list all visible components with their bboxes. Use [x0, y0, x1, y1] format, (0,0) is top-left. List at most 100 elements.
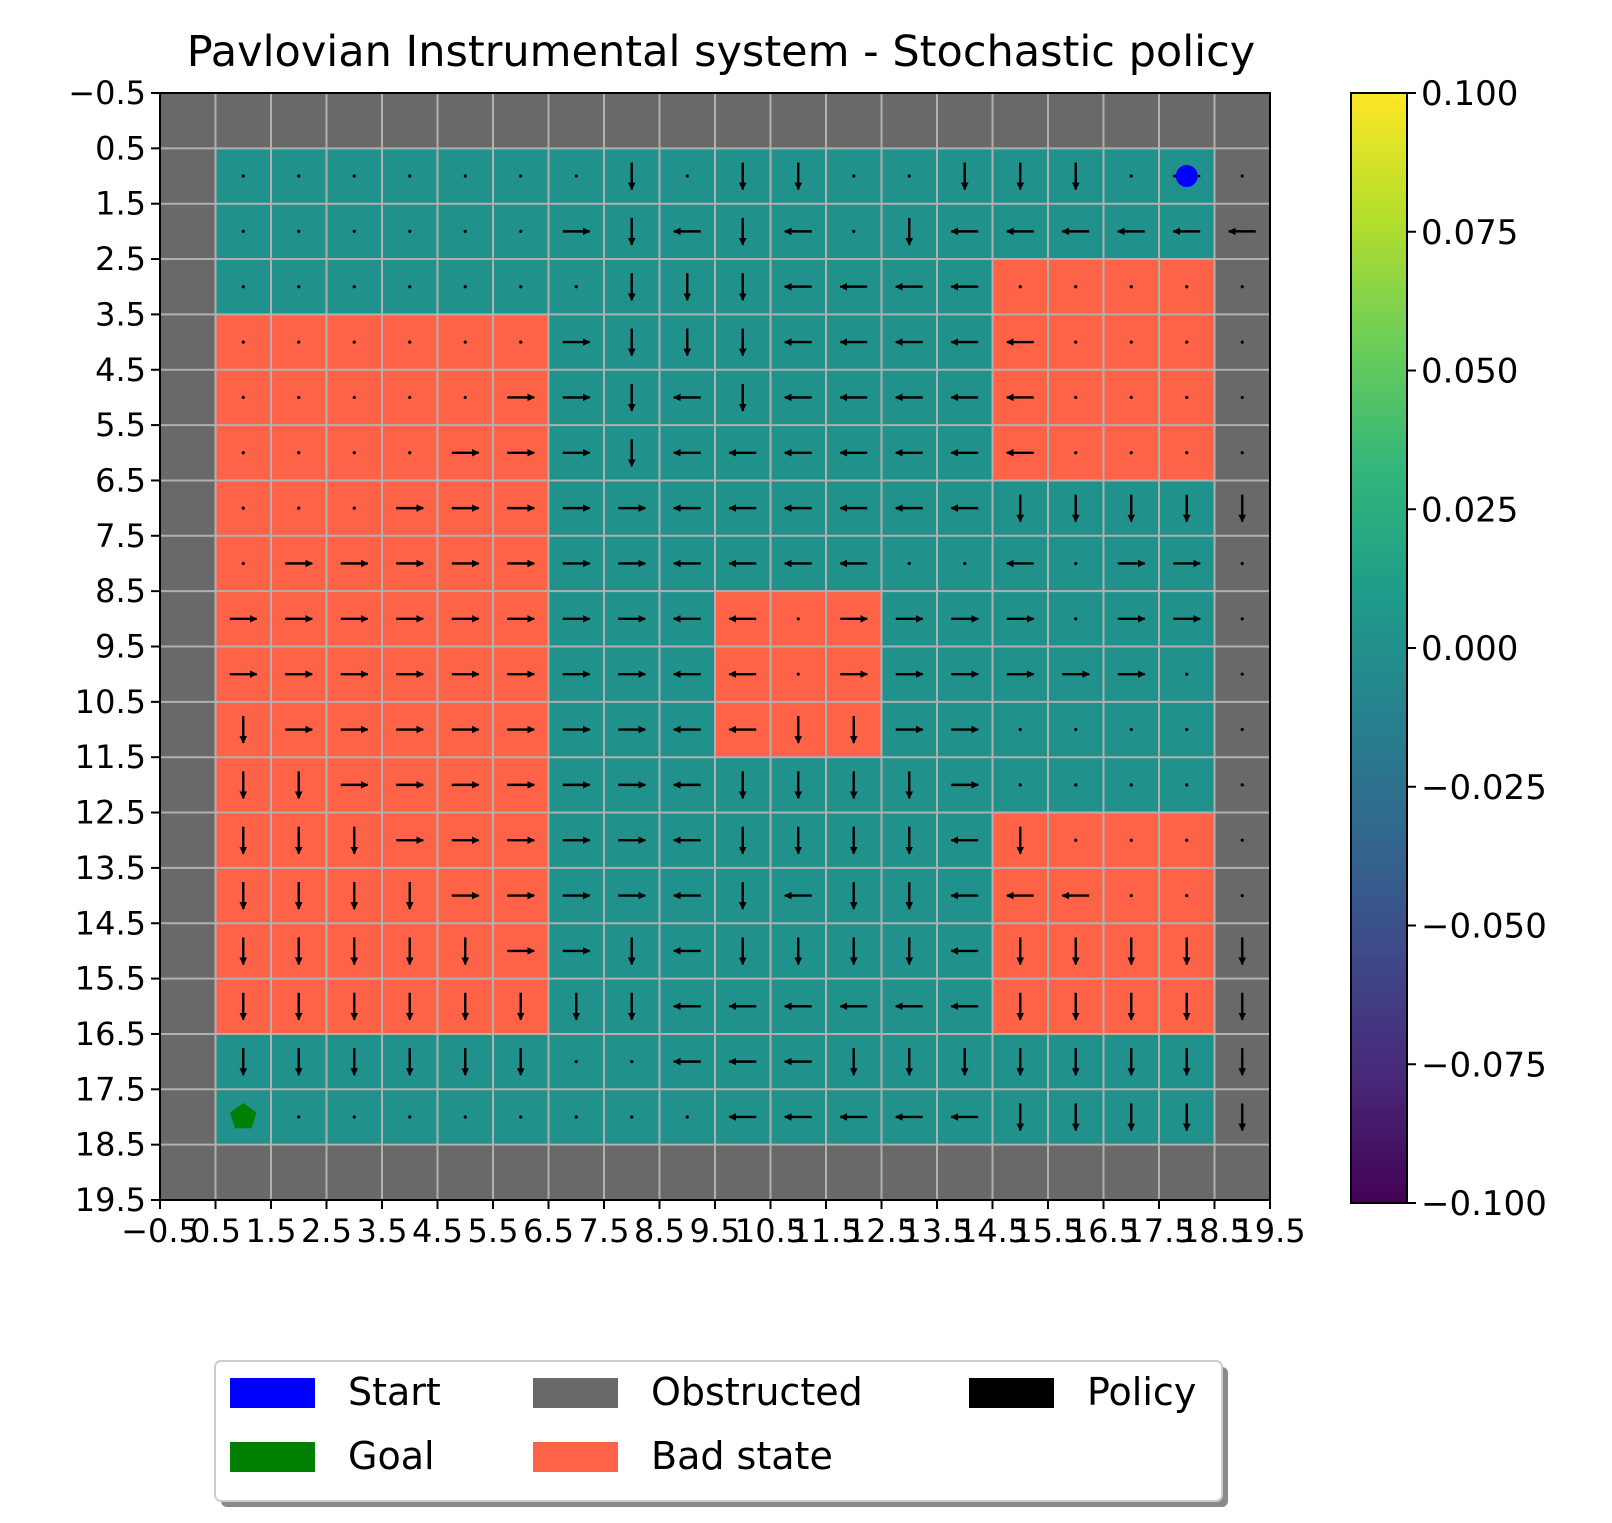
policy-arrow: [519, 340, 523, 344]
legend-label: Start: [348, 1370, 441, 1414]
policy-arrow: [241, 506, 245, 510]
policy-arrow: [463, 174, 467, 178]
policy-arrow: [1129, 783, 1133, 787]
policy-arrow: [1240, 783, 1244, 787]
x-tick-label: 14.5: [957, 1212, 1028, 1250]
policy-arrow: [463, 229, 467, 233]
policy-arrow: [1074, 395, 1078, 400]
policy-arrow: [1074, 617, 1078, 621]
colorbar-tick-label: 0.100: [1421, 74, 1518, 114]
legend-swatch: [533, 1378, 618, 1408]
policy-arrow: [1074, 783, 1078, 787]
colorbar-tick-label: −0.075: [1421, 1045, 1547, 1085]
policy-arrow: [1240, 672, 1244, 676]
legend: Start Goal Obstructed Bad state Policy: [214, 1360, 1228, 1507]
y-tick-label: 13.5: [75, 849, 146, 887]
goal-marker: [229, 1103, 257, 1129]
policy-arrow: [1129, 893, 1133, 898]
policy-arrow: [1240, 174, 1244, 178]
policy-arrow: [1185, 727, 1189, 732]
policy-arrow: [1185, 340, 1189, 344]
policy-arrow: [1185, 783, 1189, 787]
policy-arrow: [1240, 727, 1244, 732]
y-tick-label: 14.5: [75, 904, 146, 942]
policy-arrow: [241, 229, 245, 233]
policy-arrow: [1240, 893, 1244, 898]
y-tick-label: 15.5: [75, 960, 146, 998]
policy-arrow: [297, 1115, 301, 1119]
policy-arrow: [1240, 617, 1244, 621]
policy-arrow: [1240, 838, 1244, 842]
policy-arrow: [852, 174, 856, 178]
x-tick-label: 13.5: [901, 1212, 972, 1250]
legend-swatch: [230, 1378, 315, 1408]
policy-arrow: [1129, 285, 1133, 289]
policy-arrow: [1129, 727, 1133, 732]
y-tick-label: −0.5: [68, 74, 146, 112]
y-tick-label: 19.5: [75, 1181, 146, 1219]
policy-arrow: [574, 285, 578, 289]
policy-arrow: [1185, 893, 1189, 898]
chart-title: Pavlovian Instrumental system - Stochast…: [187, 27, 1255, 77]
policy-arrow: [408, 229, 412, 233]
policy-arrow: [519, 285, 523, 289]
colorbar-gradient: [1350, 92, 1408, 1204]
policy-arrow: [1129, 451, 1133, 455]
policy-arrow: [1185, 838, 1189, 842]
policy-arrow: [1185, 285, 1189, 289]
x-tick-label: 9.5: [690, 1212, 741, 1250]
legend-label: Obstructed: [651, 1370, 863, 1414]
policy-arrow: [1240, 395, 1244, 400]
legend-label: Goal: [348, 1434, 435, 1478]
policy-arrow: [574, 1060, 578, 1064]
policy-arrow: [1074, 340, 1078, 344]
x-tick-label: −0.5: [121, 1212, 199, 1250]
policy-arrow: [241, 451, 245, 455]
policy-arrow: [297, 174, 301, 178]
y-tick-label: 11.5: [75, 738, 146, 776]
policy-arrow: [1074, 285, 1078, 289]
y-tick-label: 12.5: [75, 794, 146, 832]
policy-arrow: [1185, 395, 1189, 400]
policy-arrow: [1240, 451, 1244, 455]
policy-arrow: [1240, 285, 1244, 289]
policy-arrow: [630, 1115, 634, 1119]
policy-arrow: [352, 174, 356, 178]
x-tick-label: 7.5: [579, 1212, 630, 1250]
x-tick-label: 2.5: [301, 1212, 352, 1250]
policy-arrow: [1129, 838, 1133, 842]
colorbar-tick-label: 0.025: [1421, 490, 1518, 530]
policy-arrow: [1074, 451, 1078, 455]
x-tick-label: 3.5: [357, 1212, 408, 1250]
policy-arrow: [463, 395, 467, 400]
policy-arrow: [1240, 561, 1244, 566]
x-tick-label: 15.5: [1012, 1212, 1083, 1250]
policy-arrow: [463, 285, 467, 289]
policy-arrow: [352, 285, 356, 289]
legend-label: Bad state: [651, 1434, 833, 1478]
policy-arrow: [907, 174, 911, 178]
policy-arrow: [1018, 285, 1022, 289]
x-tick-label: 0.5: [190, 1212, 241, 1250]
colorbar-tick-label: −0.050: [1421, 907, 1547, 947]
colorbar-tick-label: 0.050: [1421, 352, 1518, 392]
legend-swatch: [533, 1442, 618, 1472]
x-tick-label: 19.5: [1234, 1212, 1305, 1250]
policy-arrow: [297, 506, 301, 510]
policy-arrow: [1185, 451, 1189, 455]
plot-area: −0.50.51.52.53.54.55.56.57.58.59.510.511…: [68, 74, 1305, 1250]
x-tick-label: 1.5: [246, 1212, 297, 1250]
y-tick-label: 0.5: [95, 129, 146, 167]
y-tick-label: 10.5: [75, 683, 146, 721]
y-tick-label: 5.5: [95, 406, 146, 444]
x-tick-label: 11.5: [790, 1212, 861, 1250]
policy-arrow: [852, 229, 856, 233]
policy-arrow: [1074, 838, 1078, 842]
y-tick-label: 9.5: [95, 628, 146, 666]
colorbar: 0.100 0.075 0.050 0.025 0.000 −0.025 −0.050 −0.…: [1350, 74, 1547, 1224]
policy-arrow: [297, 340, 301, 344]
policy-arrow: [408, 451, 412, 455]
y-tick-label: 16.5: [75, 1015, 146, 1053]
policy-arrow: [630, 1060, 634, 1064]
y-tick-label: 8.5: [95, 572, 146, 610]
